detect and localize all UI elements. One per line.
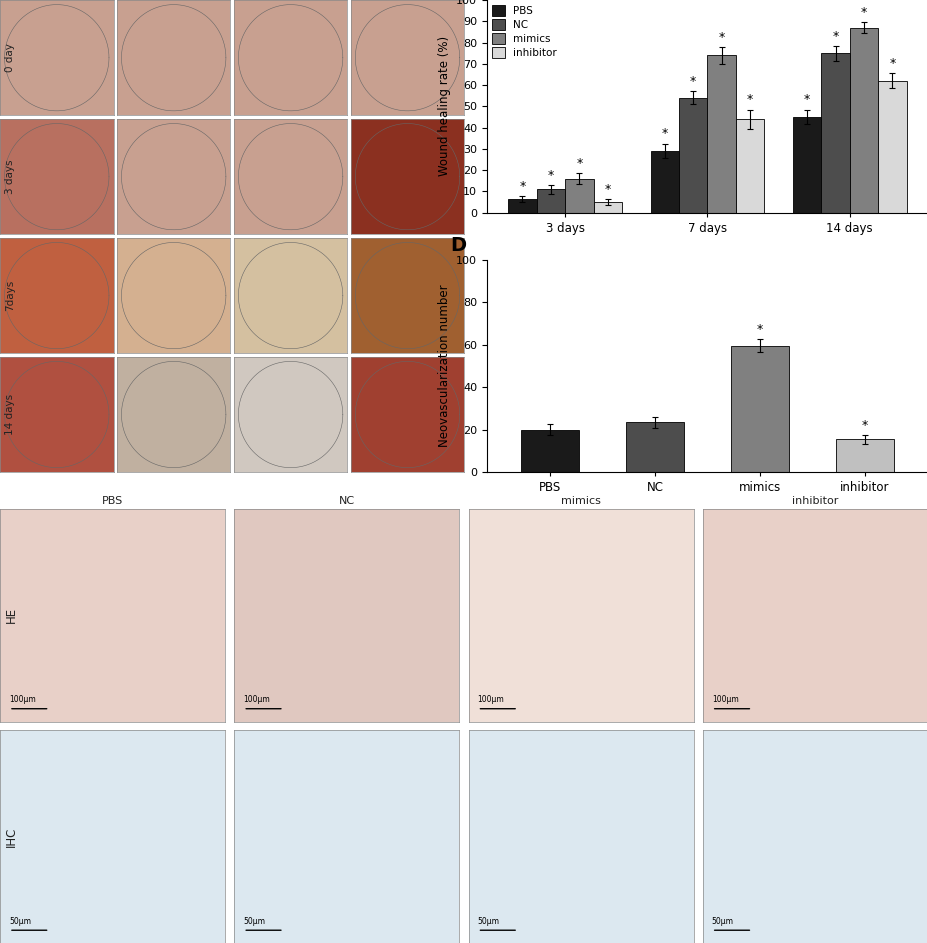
Polygon shape [121,361,225,468]
Text: 50μm: 50μm [9,917,31,926]
Bar [650,151,679,213]
Bar [593,202,621,213]
Polygon shape [238,124,342,230]
Text: 100μm: 100μm [9,696,36,704]
Bar [520,430,578,472]
Bar [877,81,906,213]
Bar [849,27,877,213]
Text: *: * [690,75,695,89]
Bar [820,53,849,213]
Bar [735,119,764,213]
Text: *: * [604,183,610,196]
Text: *: * [860,7,866,19]
Text: *: * [861,419,867,432]
Y-axis label: Neovascularization number: Neovascularization number [438,285,451,447]
Legend: PBS, NC, mimics, inhibitor: PBS, NC, mimics, inhibitor [491,6,556,58]
Polygon shape [238,242,342,349]
Title: PBS: PBS [102,496,123,506]
Polygon shape [238,361,342,468]
Polygon shape [355,124,459,230]
Y-axis label: Wound healing rate (%): Wound healing rate (%) [438,36,451,176]
Title: NC: NC [338,496,354,506]
Text: 0 day: 0 day [5,43,15,73]
Bar [536,190,565,213]
Polygon shape [5,361,108,468]
Text: HE: HE [5,607,18,623]
Text: D: D [450,236,465,255]
Polygon shape [5,124,108,230]
Text: 100μm: 100μm [243,696,270,704]
Bar [835,439,893,472]
Text: *: * [888,58,895,70]
Text: *: * [547,169,553,182]
Text: *: * [519,179,525,192]
Text: IHC: IHC [5,826,18,847]
Text: *: * [717,30,724,43]
Bar [508,199,536,213]
Polygon shape [355,5,459,111]
Text: *: * [803,93,809,107]
Polygon shape [121,242,225,349]
Polygon shape [5,5,108,111]
Text: 3 days: 3 days [5,159,15,194]
Text: 50μm: 50μm [711,917,733,926]
Bar [565,178,593,213]
Text: *: * [746,93,753,107]
Text: *: * [661,127,667,141]
Text: 14 days: 14 days [5,394,15,435]
Polygon shape [238,5,342,111]
Text: 50μm: 50μm [477,917,499,926]
Bar [706,56,735,213]
Polygon shape [355,242,459,349]
Text: 100μm: 100μm [477,696,503,704]
Text: 100μm: 100μm [711,696,738,704]
Bar [626,422,683,472]
Polygon shape [355,361,459,468]
Text: 50μm: 50μm [243,917,265,926]
Polygon shape [5,242,108,349]
Bar [730,346,788,472]
Title: mimics: mimics [561,496,601,506]
Text: *: * [832,29,838,42]
Polygon shape [121,5,225,111]
Polygon shape [121,124,225,230]
Bar [679,98,706,213]
Bar [792,117,820,213]
Title: inhibitor: inhibitor [792,496,838,506]
Text: *: * [576,157,582,170]
Text: *: * [756,323,762,336]
Text: 7days: 7days [5,280,15,311]
